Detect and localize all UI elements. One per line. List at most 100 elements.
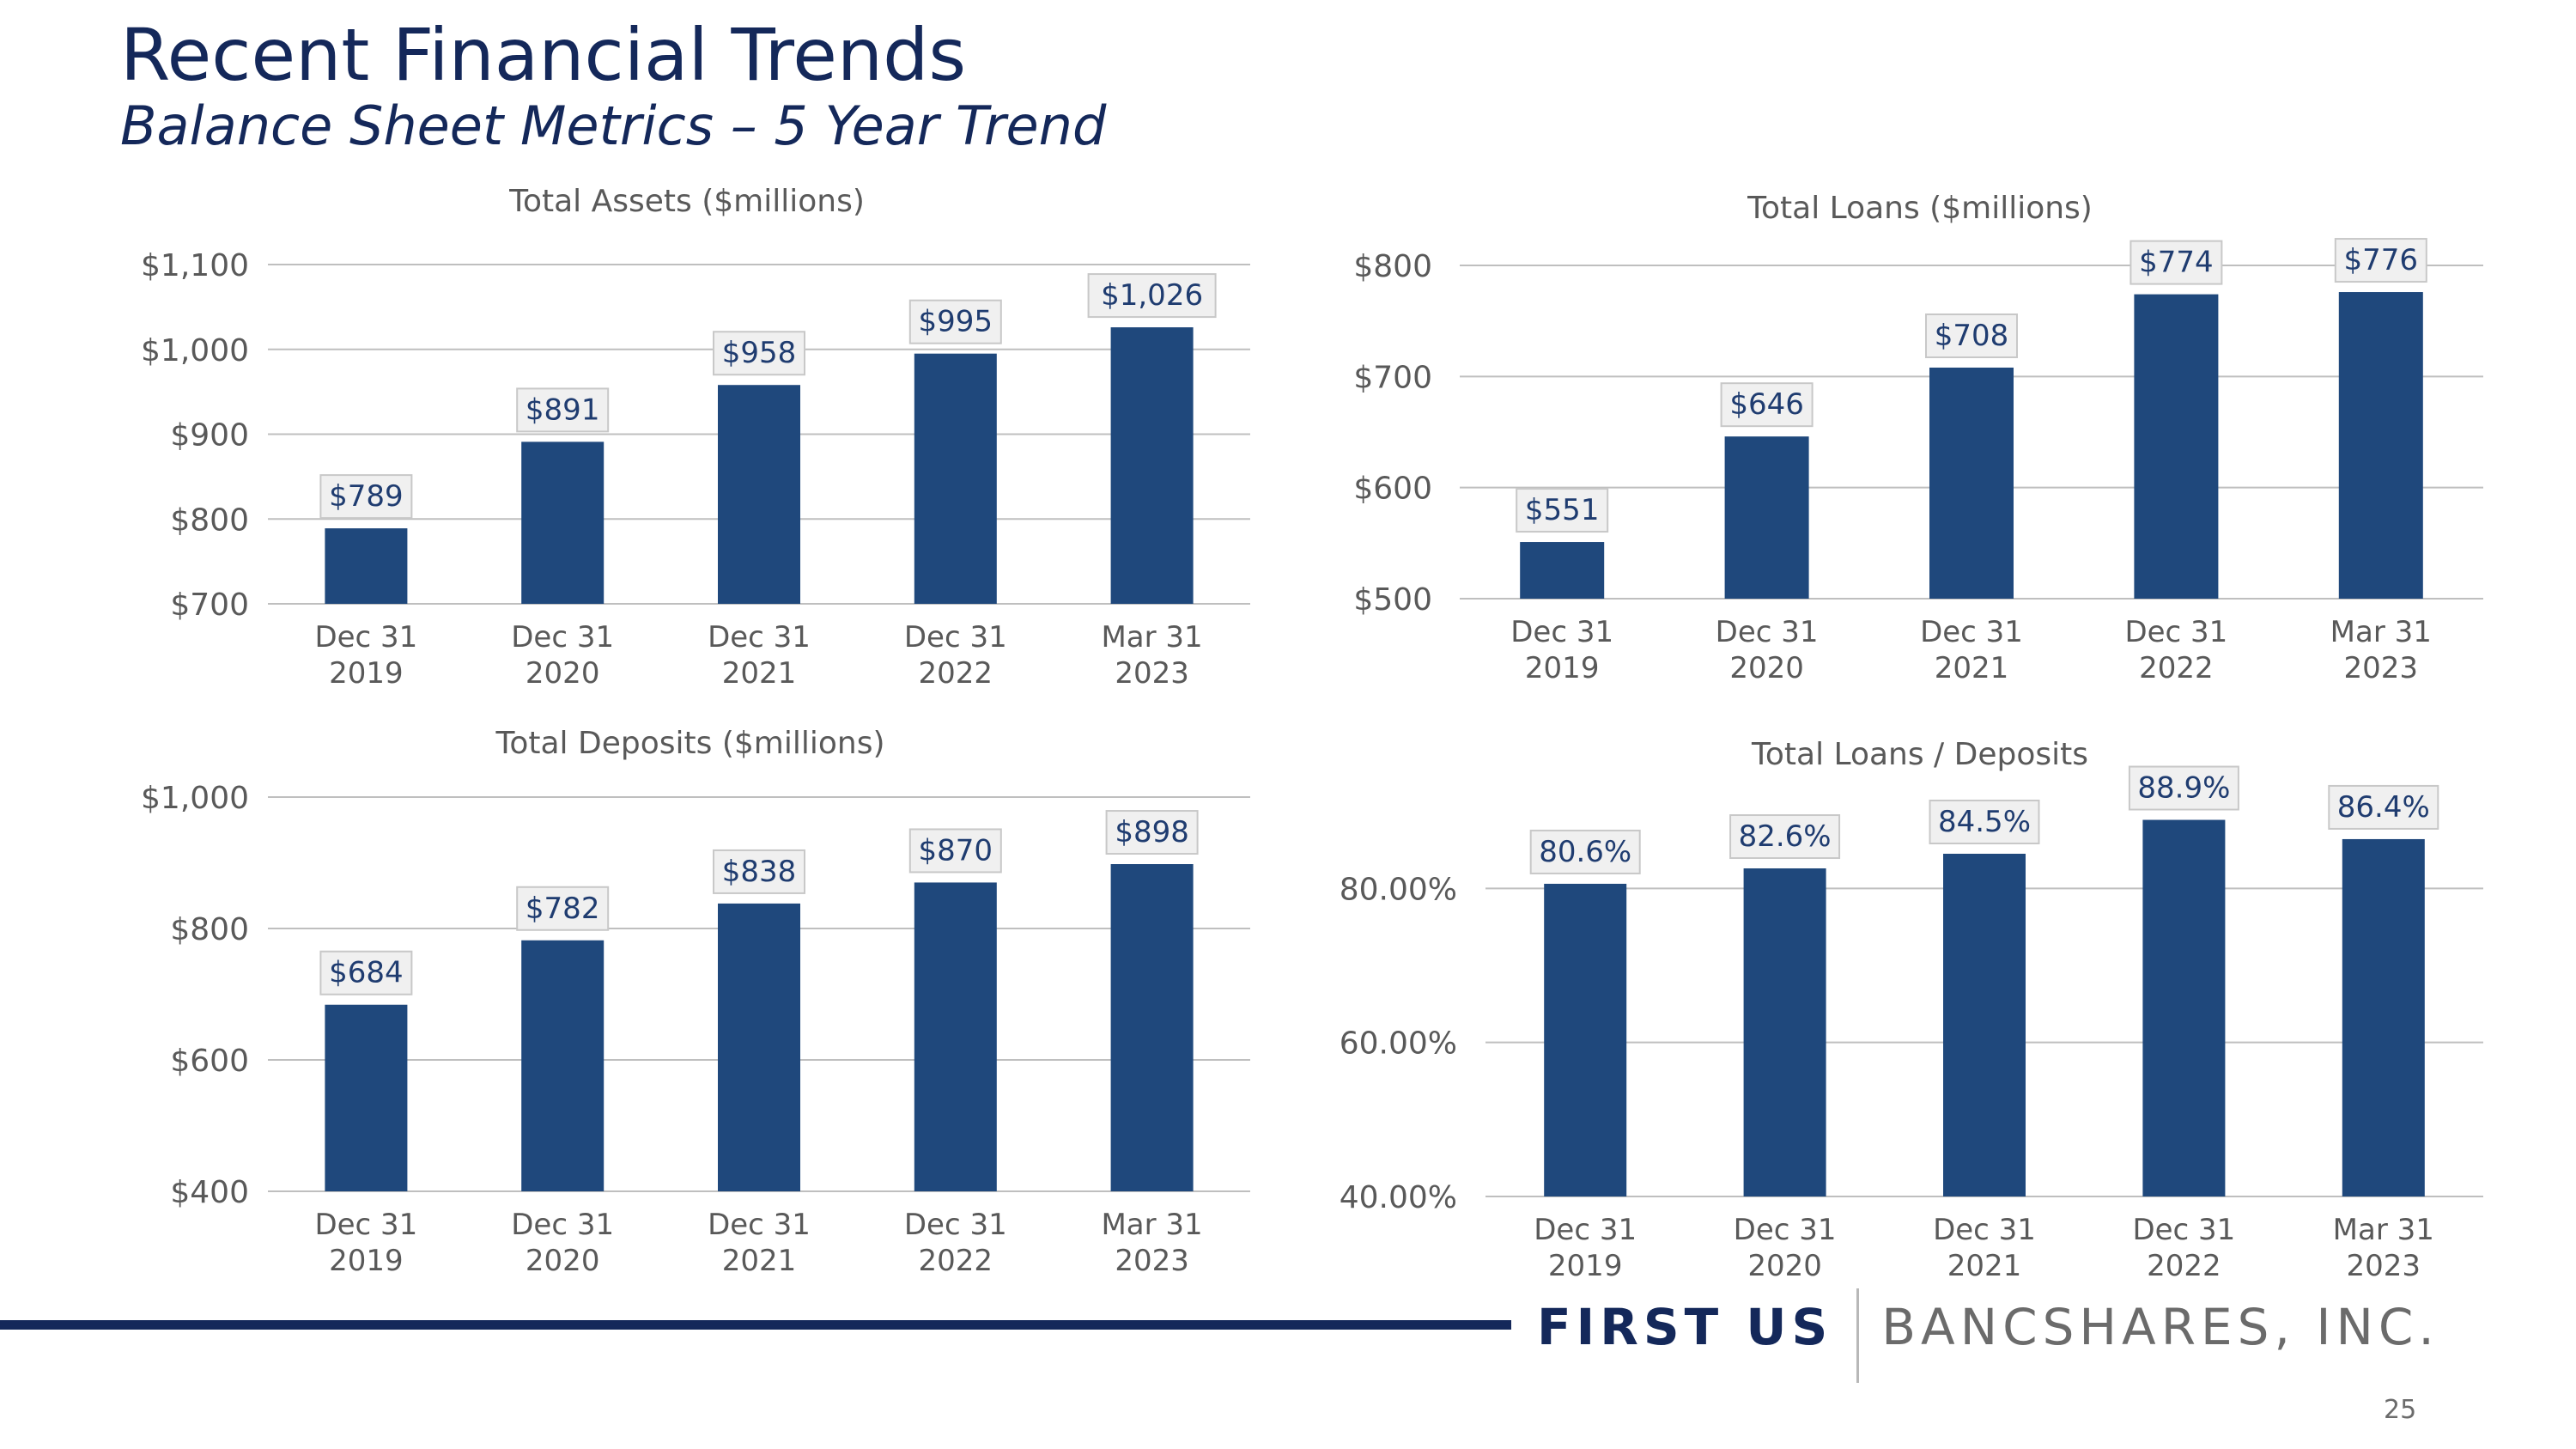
brand-name-light: BANCSHARES, INC. — [1881, 1298, 2439, 1356]
data-label: $838 — [722, 855, 797, 889]
y-tick-label: $900 — [170, 418, 249, 454]
data-label-box — [319, 474, 413, 520]
data-label: $891 — [526, 393, 600, 427]
page-number: 25 — [2384, 1395, 2417, 1425]
x-tick-label: Mar 31 — [2333, 1213, 2434, 1247]
x-tick-label: Dec 31 — [314, 620, 417, 654]
x-tick-label-year: 2022 — [919, 1244, 993, 1278]
data-label: $646 — [1729, 387, 1804, 422]
bar — [325, 528, 408, 604]
x-tick-label-year: 2023 — [1115, 656, 1189, 691]
x-tick-label-year: 2023 — [1115, 1244, 1189, 1278]
data-label: 82.6% — [1739, 819, 1832, 854]
y-tick-label: $700 — [170, 588, 249, 623]
data-label-box — [908, 299, 1002, 344]
x-tick-label-year: 2023 — [2344, 651, 2419, 685]
data-label: $551 — [1525, 493, 1600, 527]
bar — [1929, 367, 2014, 599]
data-label: 88.9% — [2137, 771, 2230, 806]
data-label-box — [1720, 382, 1814, 428]
x-tick-label: Dec 31 — [1734, 1213, 1837, 1247]
x-tick-label-year: 2020 — [1747, 1249, 1822, 1283]
x-tick-label-year: 2019 — [1548, 1249, 1623, 1283]
data-label: 84.5% — [1938, 805, 2031, 839]
data-label-box — [1529, 829, 1641, 874]
bar — [1724, 436, 1809, 599]
slide-title: Recent Financial Trends — [120, 13, 967, 97]
data-label-box — [1925, 313, 2018, 358]
chart-title: Total Loans / Deposits — [1751, 737, 2088, 772]
x-tick-label: Dec 31 — [904, 1208, 1007, 1242]
x-tick-label: Dec 31 — [1534, 1213, 1637, 1247]
bar — [325, 1004, 408, 1191]
data-label-box — [516, 886, 610, 931]
data-label: $789 — [329, 479, 404, 514]
x-tick-label: Dec 31 — [708, 620, 811, 654]
x-tick-label-year: 2022 — [2147, 1249, 2221, 1283]
bar — [521, 441, 605, 604]
bar — [1520, 542, 1605, 599]
bar — [1743, 868, 1826, 1196]
y-tick-label: $1,000 — [141, 333, 249, 368]
bar — [1544, 883, 1627, 1196]
bar — [914, 882, 997, 1191]
data-label: $1,026 — [1101, 278, 1203, 313]
bar — [718, 903, 800, 1191]
chart-title: Total Assets ($millions) — [508, 184, 865, 219]
x-tick-label: Dec 31 — [511, 1208, 614, 1242]
y-tick-label: $1,100 — [141, 248, 249, 283]
x-tick-label-year: 2019 — [329, 1244, 404, 1278]
y-tick-label: $500 — [1353, 582, 1432, 618]
data-label: $995 — [919, 305, 993, 339]
x-tick-label: Dec 31 — [1920, 615, 2023, 649]
data-label-box — [319, 950, 413, 995]
x-tick-label: Dec 31 — [1933, 1213, 2036, 1247]
data-label-box — [713, 331, 805, 376]
bar — [2338, 292, 2423, 599]
data-label-box — [2334, 238, 2427, 283]
y-tick-label: $700 — [1353, 360, 1432, 395]
data-label: 80.6% — [1539, 835, 1631, 869]
x-tick-label: Mar 31 — [2330, 615, 2432, 649]
data-label-box — [1729, 814, 1841, 860]
x-tick-label: Dec 31 — [904, 620, 1007, 654]
data-label-box — [1516, 488, 1609, 533]
x-tick-label-year: 2020 — [526, 656, 600, 691]
y-tick-label: 60.00% — [1340, 1026, 1457, 1062]
brand-name-bold: FIRST US — [1537, 1298, 1833, 1356]
x-tick-label-year: 2020 — [526, 1244, 600, 1278]
x-tick-label-year: 2021 — [1935, 651, 2009, 685]
data-label: $870 — [919, 833, 993, 868]
chart-title: Total Deposits ($millions) — [495, 726, 884, 761]
y-tick-label: $1,000 — [141, 781, 249, 816]
x-tick-label-year: 2019 — [1525, 651, 1600, 685]
data-label: $958 — [722, 336, 797, 370]
bar — [2134, 294, 2219, 599]
data-label: $684 — [329, 956, 404, 990]
y-tick-label: $600 — [1353, 472, 1432, 507]
x-tick-label-year: 2022 — [919, 656, 993, 691]
chart-title: Total Loans ($millions) — [1747, 191, 2093, 226]
x-tick-label-year: 2021 — [722, 1244, 797, 1278]
bar — [914, 353, 997, 604]
y-tick-label: $600 — [170, 1044, 249, 1079]
bar — [718, 385, 800, 604]
data-label: $708 — [1935, 319, 2009, 353]
data-label-box — [516, 387, 610, 433]
data-label-box — [2129, 240, 2223, 285]
bar — [521, 940, 605, 1191]
data-label-box — [1087, 273, 1217, 319]
x-tick-label: Dec 31 — [2132, 1213, 2235, 1247]
y-tick-label: 80.00% — [1340, 872, 1457, 907]
slide-subtitle: Balance Sheet Metrics – 5 Year Trend — [120, 94, 1107, 157]
brand-divider — [1856, 1288, 1860, 1383]
x-tick-label: Dec 31 — [1510, 615, 1613, 649]
bar — [2342, 838, 2425, 1196]
data-label-box — [1105, 810, 1199, 855]
x-tick-label-year: 2021 — [1947, 1249, 2022, 1283]
data-label: $898 — [1115, 815, 1189, 849]
x-tick-label-year: 2020 — [1729, 651, 1804, 685]
y-tick-label: $800 — [170, 502, 249, 538]
x-tick-label: Dec 31 — [2124, 615, 2227, 649]
